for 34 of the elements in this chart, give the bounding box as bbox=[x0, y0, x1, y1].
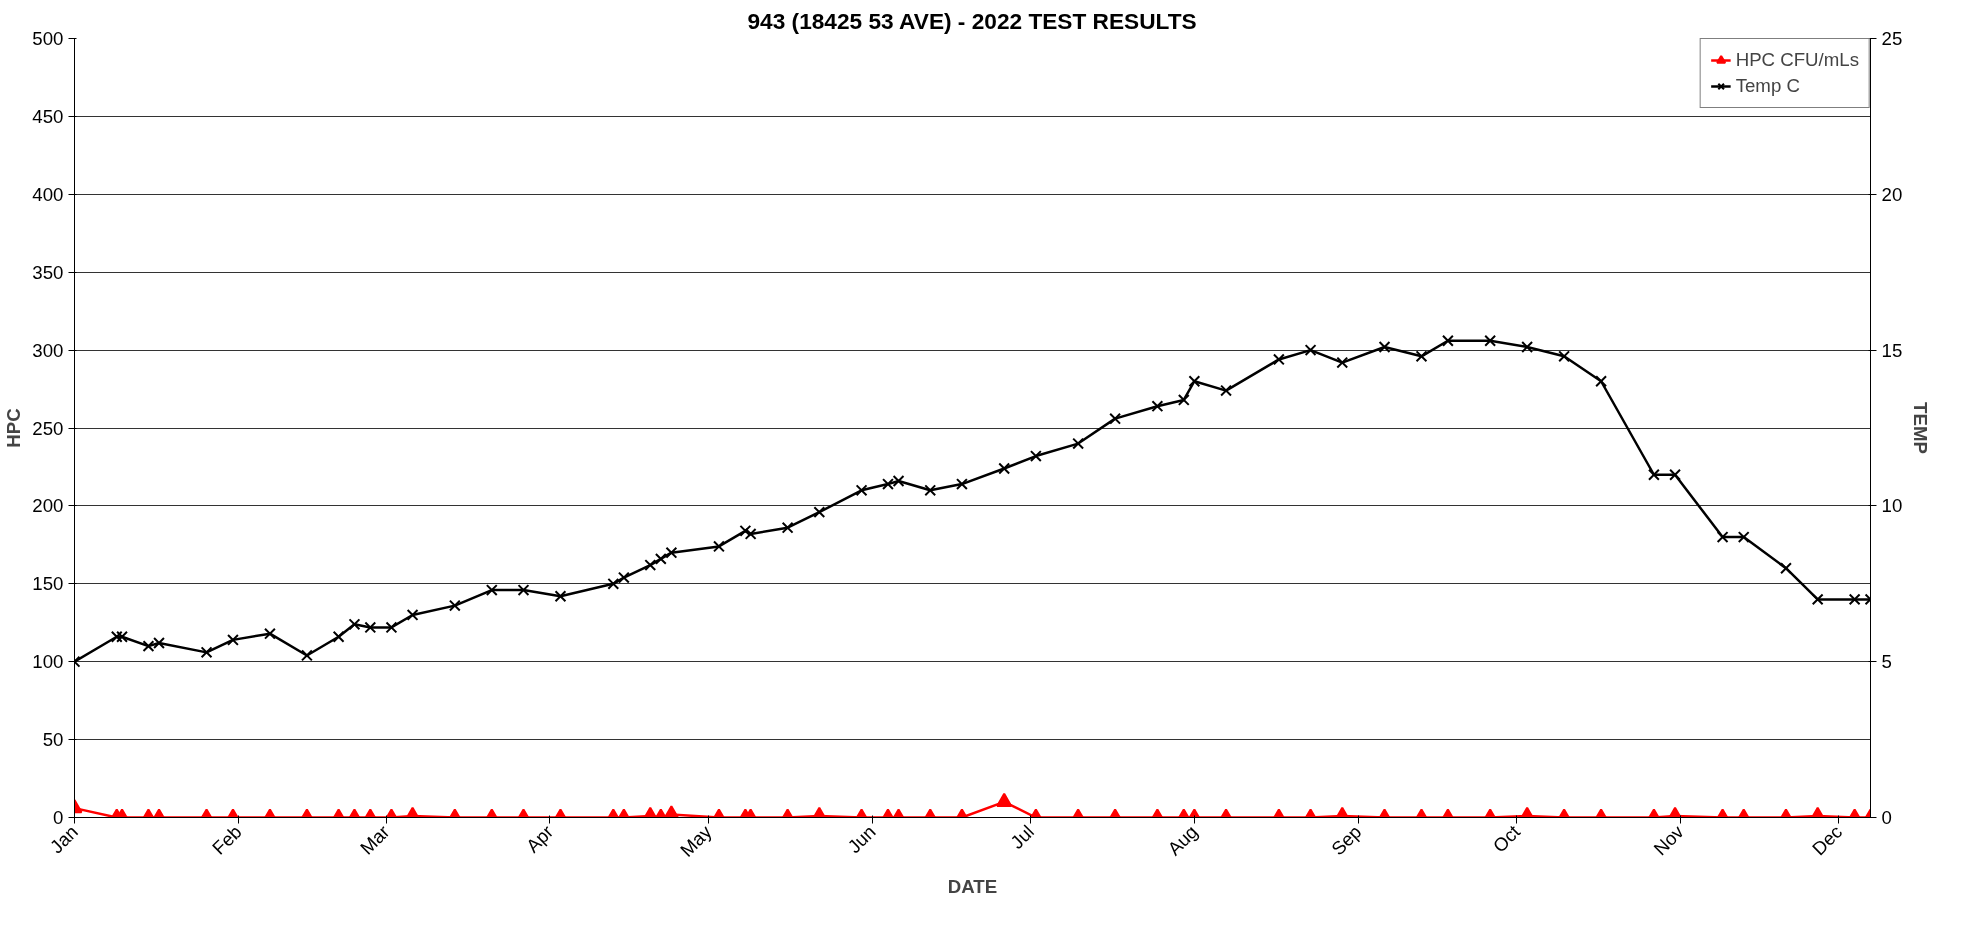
y2-tick-label: 25 bbox=[1881, 28, 1903, 49]
x-tick-label: Apr bbox=[521, 821, 558, 857]
x-tick-label: Oct bbox=[1488, 820, 1525, 857]
y-tick-label: 350 bbox=[32, 261, 64, 283]
y-tick-label: 300 bbox=[32, 339, 64, 361]
x-tick-label: Feb bbox=[208, 821, 246, 859]
x-tick-label: Jul bbox=[1006, 821, 1039, 853]
y2-tick-label: 10 bbox=[1881, 495, 1903, 517]
legend-label: HPC CFU/mLs bbox=[1735, 49, 1859, 71]
x-tick-label: Nov bbox=[1649, 820, 1689, 860]
x-tick-label: Jun bbox=[843, 821, 880, 858]
x-tick-label: Sep bbox=[1327, 821, 1366, 860]
chart-title: 943 (18425 53 AVE) - 2022 TEST RESULTS bbox=[747, 7, 1197, 34]
y-tick-label: 100 bbox=[32, 651, 64, 673]
y2-axis-title: TEMP bbox=[1910, 402, 1932, 454]
y2-tick-label: 0 bbox=[1881, 807, 1892, 828]
x-tick-label: Mar bbox=[356, 821, 394, 859]
y-tick-label: 250 bbox=[32, 417, 64, 439]
y-tick-label: 450 bbox=[32, 105, 64, 127]
y-axis-title: HPC bbox=[3, 408, 25, 448]
x-tick-label: Aug bbox=[1163, 821, 1202, 860]
y-tick-label: 0 bbox=[53, 807, 64, 828]
y-tick-label: 50 bbox=[42, 729, 64, 751]
y2-tick-label: 20 bbox=[1881, 183, 1903, 205]
y-tick-label: 500 bbox=[32, 28, 64, 49]
y-tick-label: 400 bbox=[32, 183, 64, 205]
y2-tick-label: 15 bbox=[1881, 339, 1903, 361]
x-axis-title: DATE bbox=[947, 876, 998, 898]
x-tick-label: May bbox=[676, 820, 717, 861]
y-tick-label: 150 bbox=[32, 573, 64, 595]
legend-label: Temp C bbox=[1735, 75, 1800, 97]
y2-tick-label: 5 bbox=[1881, 651, 1892, 673]
y-tick-label: 200 bbox=[32, 495, 64, 517]
x-tick-label: Dec bbox=[1807, 821, 1847, 860]
